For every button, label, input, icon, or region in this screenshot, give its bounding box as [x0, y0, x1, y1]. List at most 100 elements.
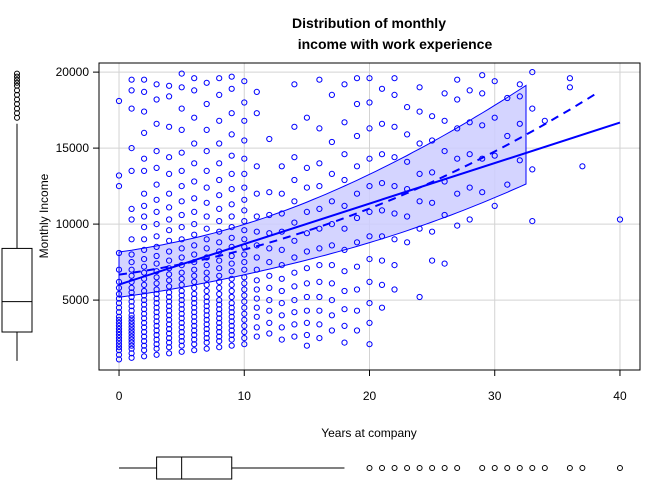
- scatter-point: [115, 316, 123, 323]
- scatter-point: [115, 304, 123, 311]
- scatter-point: [228, 275, 235, 282]
- y-boxplot-outlier: [14, 76, 20, 83]
- scatter-point: [529, 218, 536, 225]
- scatter-point: [191, 160, 198, 167]
- scatter-point: [241, 155, 248, 162]
- scatter-point: [278, 324, 285, 331]
- scatter-point: [328, 170, 335, 177]
- scatter-point: [153, 290, 160, 298]
- scatter-point: [253, 228, 260, 235]
- scatter-point: [115, 331, 123, 339]
- scatter-point: [178, 224, 185, 231]
- scatter-point: [416, 293, 423, 301]
- scatter-point: [216, 117, 223, 124]
- scatter-point: [191, 178, 198, 185]
- scatter-point: [353, 132, 361, 140]
- scatter-point: [241, 292, 248, 299]
- scatter-point: [178, 348, 185, 355]
- scatter-point: [291, 123, 298, 130]
- scatter-point: [153, 313, 160, 320]
- scatter-point: [316, 278, 323, 285]
- x-boxplot-outlier: [479, 465, 486, 471]
- scatter-point: [241, 304, 248, 311]
- scatter-point: [153, 120, 160, 127]
- scatter-point: [491, 78, 498, 85]
- scatter-point: [115, 338, 123, 345]
- scatter-point: [153, 336, 160, 343]
- scatter-point: [203, 245, 210, 252]
- y-boxplot-outlier: [14, 82, 20, 89]
- scatter-point: [216, 160, 223, 167]
- scatter-point: [203, 167, 210, 174]
- scatter-point: [128, 333, 135, 340]
- scatter-point: [241, 117, 248, 124]
- scatter-point: [241, 251, 248, 258]
- scatter-point: [316, 307, 323, 314]
- scatter-point: [115, 356, 123, 363]
- scatter-point: [203, 225, 210, 232]
- scatter-point: [328, 91, 335, 99]
- scatter-point: [216, 333, 223, 340]
- scatter-point: [216, 91, 223, 99]
- scatter-point: [191, 284, 198, 291]
- scatter-point: [316, 262, 323, 269]
- scatter-point: [178, 281, 185, 288]
- scatter-point: [441, 117, 448, 124]
- scatter-point: [253, 324, 260, 331]
- scatter-point: [203, 236, 210, 243]
- scatter-point: [303, 248, 310, 255]
- scatter-point: [203, 79, 210, 86]
- scatter-point: [178, 254, 185, 261]
- scatter-point: [429, 228, 436, 235]
- scatter-point: [241, 328, 248, 336]
- scatter-point: [466, 151, 473, 158]
- scatter-point: [216, 272, 223, 279]
- scatter-point: [191, 251, 198, 258]
- scatter-point: [203, 303, 210, 310]
- scatter-point: [128, 284, 135, 291]
- scatter-point: [203, 325, 210, 333]
- scatter-point: [216, 319, 223, 326]
- scatter-point: [166, 312, 173, 319]
- scatter-point: [166, 335, 173, 342]
- scatter-point: [341, 176, 348, 184]
- scatter-point: [366, 233, 373, 240]
- scatter-point: [128, 216, 135, 223]
- scatter-point: [303, 208, 310, 215]
- y-tick-label: 10000: [56, 217, 90, 231]
- scatter-point: [454, 222, 461, 229]
- scatter-point: [128, 327, 135, 334]
- x-boxplot-outlier: [366, 465, 373, 471]
- scatter-point: [141, 306, 148, 313]
- scatter-point: [353, 307, 361, 314]
- scatter-point: [516, 81, 523, 88]
- scatter-point: [153, 274, 160, 281]
- scatter-point: [516, 120, 523, 127]
- scatter-point: [404, 104, 411, 111]
- scatter-point: [178, 70, 185, 77]
- scatter-point: [253, 333, 260, 340]
- scatter-point: [328, 280, 335, 287]
- scatter-point: [278, 190, 285, 197]
- scatter-point: [216, 344, 223, 351]
- scatter-point: [266, 297, 273, 304]
- scatter-point: [166, 170, 173, 177]
- scatter-point: [404, 131, 411, 138]
- fit-lines-layer: [118, 93, 621, 286]
- scatter-point: [228, 300, 235, 307]
- scatter-point: [303, 342, 310, 349]
- scatter-point: [141, 347, 148, 354]
- scatter-point: [191, 341, 198, 348]
- scatter-point: [228, 318, 235, 325]
- scatter-point: [203, 213, 210, 220]
- scatter-point: [504, 132, 511, 140]
- scatter-point: [266, 245, 273, 252]
- scatter-point: [115, 309, 123, 316]
- scatter-point: [378, 120, 386, 127]
- scatter-point: [366, 183, 373, 190]
- scatter-point: [191, 331, 198, 339]
- scatter-point: [153, 260, 160, 267]
- scatter-point: [141, 224, 148, 231]
- scatter-point: [353, 163, 361, 170]
